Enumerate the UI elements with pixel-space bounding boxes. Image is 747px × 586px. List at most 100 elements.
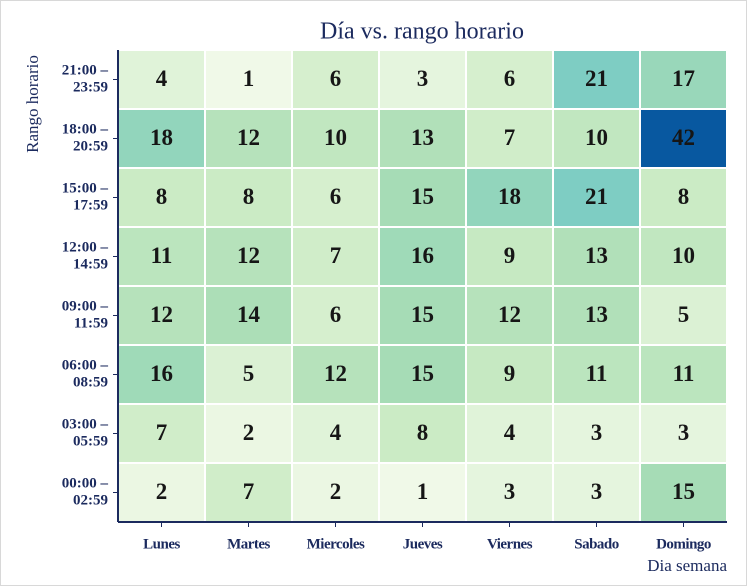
cell <box>206 110 291 167</box>
y-tick-label: 08:59 <box>73 374 108 390</box>
cell <box>206 169 291 226</box>
cell <box>554 287 639 344</box>
cell-label: 16 <box>411 243 434 268</box>
cell <box>380 464 465 521</box>
cell <box>641 51 726 108</box>
cell-label: 17 <box>672 66 695 91</box>
cell <box>641 405 726 462</box>
y-tick-label: 00:00 – <box>62 475 109 491</box>
cell <box>380 51 465 108</box>
y-tick-label: 17:59 <box>73 197 108 213</box>
cell <box>641 287 726 344</box>
cell <box>293 51 378 108</box>
cell <box>641 346 726 403</box>
cell <box>206 464 291 521</box>
y-tick-label: 15:00 – <box>62 180 109 196</box>
cell <box>641 110 726 167</box>
cell <box>206 51 291 108</box>
cell <box>554 169 639 226</box>
cell-label: 4 <box>330 420 342 445</box>
cell <box>293 110 378 167</box>
cell-label: 7 <box>504 125 516 150</box>
cell <box>380 346 465 403</box>
cell-label: 15 <box>411 361 434 386</box>
chart-title: Día vs. rango horario <box>320 19 524 45</box>
cell <box>467 51 552 108</box>
cell <box>293 228 378 285</box>
cell <box>206 287 291 344</box>
cell-label: 1 <box>243 66 255 91</box>
cell <box>119 287 204 344</box>
cell-label: 7 <box>243 479 255 504</box>
y-tick-label: 09:00 – <box>62 298 109 314</box>
cell-label: 2 <box>243 420 255 445</box>
y-tick-label: 02:59 <box>73 492 108 508</box>
cell-label: 11 <box>586 361 608 386</box>
cell <box>554 228 639 285</box>
y-tick-label: 18:00 – <box>62 121 109 137</box>
cell <box>206 405 291 462</box>
cell <box>206 228 291 285</box>
cell-label: 2 <box>156 479 168 504</box>
cell <box>293 346 378 403</box>
cell-label: 12 <box>150 302 173 327</box>
cell <box>293 169 378 226</box>
y-tick-label: 06:00 – <box>62 357 109 373</box>
cell <box>293 405 378 462</box>
cell <box>293 464 378 521</box>
cell <box>554 51 639 108</box>
cell-label: 13 <box>585 243 608 268</box>
cell-label: 3 <box>591 420 603 445</box>
cell <box>467 110 552 167</box>
cell <box>119 110 204 167</box>
cell <box>380 228 465 285</box>
cell <box>554 464 639 521</box>
cell <box>467 405 552 462</box>
cell-label: 12 <box>498 302 521 327</box>
cell-label: 6 <box>504 66 516 91</box>
cell-label: 3 <box>504 479 516 504</box>
cell <box>554 346 639 403</box>
cell <box>467 464 552 521</box>
cell-label: 21 <box>585 66 608 91</box>
cell-label: 13 <box>411 125 434 150</box>
cell-label: 12 <box>324 361 347 386</box>
x-tick-label: Martes <box>227 536 270 552</box>
cell-label: 10 <box>324 125 347 150</box>
cell <box>641 228 726 285</box>
cell-label: 13 <box>585 302 608 327</box>
cell-label: 12 <box>237 125 260 150</box>
cell-label: 8 <box>156 184 168 209</box>
cell <box>119 346 204 403</box>
cell-label: 8 <box>417 420 429 445</box>
cell <box>467 346 552 403</box>
y-tick-label: 23:59 <box>73 79 108 95</box>
cell <box>467 287 552 344</box>
cell-label: 9 <box>504 361 516 386</box>
x-tick-label: Sabado <box>574 536 619 552</box>
cell-label: 15 <box>411 184 434 209</box>
y-tick-label: 03:00 – <box>62 416 109 432</box>
cell-label: 2 <box>330 479 342 504</box>
cell <box>467 169 552 226</box>
cell-label: 9 <box>504 243 516 268</box>
cell-label: 10 <box>672 243 695 268</box>
cell-label: 3 <box>678 420 690 445</box>
x-tick-label: Viernes <box>487 536 533 552</box>
cell <box>380 169 465 226</box>
cell-label: 18 <box>498 184 521 209</box>
y-tick-label: 20:59 <box>73 138 108 154</box>
cell-label: 6 <box>330 302 342 327</box>
cell-label: 3 <box>417 66 429 91</box>
cell <box>119 51 204 108</box>
cell-label: 7 <box>330 243 342 268</box>
x-tick-label: Domingo <box>656 536 711 552</box>
cell <box>641 169 726 226</box>
cell-label: 15 <box>411 302 434 327</box>
cell-label: 42 <box>672 125 695 150</box>
cell-label: 11 <box>673 361 695 386</box>
cell <box>206 346 291 403</box>
cell-label: 15 <box>672 479 695 504</box>
cell-label: 4 <box>156 66 168 91</box>
